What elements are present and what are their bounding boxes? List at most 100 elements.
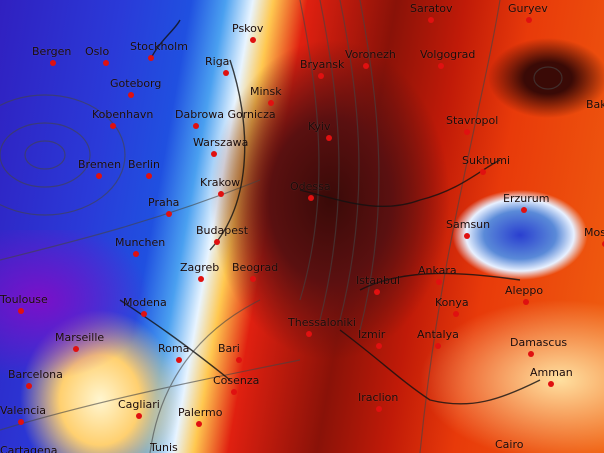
- city-label: Bryansk: [300, 58, 345, 71]
- city-label: Saratov: [410, 2, 453, 15]
- city-label: Munchen: [115, 236, 166, 249]
- city-label: Riga: [205, 55, 230, 68]
- city-label: Cartagena: [0, 444, 58, 453]
- city-marker: [148, 55, 154, 61]
- city-marker: [196, 421, 202, 427]
- city-label: Dabrowa Gornicza: [175, 108, 276, 121]
- city-label: Voronezh: [345, 48, 396, 61]
- city-label: Marseille: [55, 331, 105, 344]
- city-marker: [528, 351, 534, 357]
- city-label: Bari: [218, 342, 240, 355]
- city-marker: [480, 169, 486, 175]
- city-marker: [326, 135, 332, 141]
- city-label: Thessaloniki: [288, 316, 356, 329]
- city-label: Palermo: [178, 406, 223, 419]
- city-label: Sukhumi: [462, 154, 511, 167]
- city-marker: [128, 92, 134, 98]
- city-label: Iraclion: [358, 391, 399, 404]
- city-marker: [18, 308, 24, 314]
- city-label: Erzurum: [503, 192, 550, 205]
- city-marker: [521, 207, 527, 213]
- city-label: Oslo: [85, 45, 110, 58]
- city-label: Modena: [123, 296, 167, 309]
- city-marker: [110, 123, 116, 129]
- city-label: Budapest: [196, 224, 249, 237]
- city-label: Zagreb: [180, 261, 220, 274]
- city-marker: [18, 419, 24, 425]
- city-marker: [268, 100, 274, 106]
- city-marker: [438, 63, 444, 69]
- city-label: Damascus: [510, 336, 568, 349]
- city-marker: [73, 346, 79, 352]
- city-label: Tunis: [150, 441, 178, 453]
- city-marker: [218, 191, 224, 197]
- city-marker: [176, 357, 182, 363]
- city-marker: [141, 311, 147, 317]
- city-label: Kyiv: [308, 120, 331, 133]
- city-marker: [136, 413, 142, 419]
- city-marker: [231, 389, 237, 395]
- city-marker: [250, 276, 256, 282]
- city-marker: [211, 151, 217, 157]
- city-label: Ankara: [418, 264, 457, 277]
- city-label: Samsun: [446, 218, 491, 231]
- city-label: Cosenza: [213, 374, 260, 387]
- city-label: Odessa: [290, 180, 331, 193]
- city-label: Stockholm: [130, 40, 188, 53]
- city-label: Roma: [158, 342, 190, 355]
- city-marker: [96, 173, 102, 179]
- city-label: Barcelona: [8, 368, 63, 381]
- city-marker: [376, 343, 382, 349]
- city-marker: [523, 299, 529, 305]
- city-marker: [198, 276, 204, 282]
- city-marker: [526, 17, 532, 23]
- city-marker: [374, 289, 380, 295]
- city-label: Beograd: [232, 261, 279, 274]
- city-label: Minsk: [250, 85, 282, 98]
- city-label: Istanbul: [356, 274, 401, 287]
- city-label: Pskov: [232, 22, 264, 35]
- city-label: Praha: [148, 196, 180, 209]
- city-label: Izmir: [358, 328, 386, 341]
- city-marker: [50, 60, 56, 66]
- city-marker: [548, 381, 554, 387]
- city-marker: [308, 195, 314, 201]
- city-marker: [306, 331, 312, 337]
- city-marker: [464, 233, 470, 239]
- city-marker: [602, 241, 604, 247]
- city-marker: [26, 383, 32, 389]
- city-label: Antalya: [417, 328, 459, 341]
- city-label: Mosul: [584, 226, 604, 239]
- city-label: Amman: [530, 366, 573, 379]
- city-marker: [146, 173, 152, 179]
- city-marker: [318, 73, 324, 79]
- city-label: Guryev: [508, 2, 548, 15]
- city-label: Cagliari: [118, 398, 160, 411]
- city-marker: [376, 406, 382, 412]
- city-label: Konya: [435, 296, 469, 309]
- city-label: Toulouse: [0, 293, 48, 306]
- city-marker: [363, 63, 369, 69]
- city-marker: [166, 211, 172, 217]
- city-marker: [428, 17, 434, 23]
- city-marker: [250, 37, 256, 43]
- city-label: Berlin: [128, 158, 160, 171]
- city-label: Cairo: [495, 438, 524, 451]
- city-label: Krakow: [200, 176, 241, 189]
- city-label: Baku: [586, 98, 604, 111]
- city-marker: [223, 70, 229, 76]
- city-marker: [214, 239, 220, 245]
- city-label: Goteborg: [110, 77, 162, 90]
- city-marker: [236, 357, 242, 363]
- city-marker: [464, 129, 470, 135]
- city-marker: [193, 123, 199, 129]
- city-label: Valencia: [0, 404, 47, 417]
- city-label: Bremen: [78, 158, 122, 171]
- city-marker: [133, 251, 139, 257]
- city-label: Volgograd: [420, 48, 476, 61]
- city-marker: [103, 60, 109, 66]
- city-marker: [453, 311, 459, 317]
- city-label: Warszawa: [193, 136, 249, 149]
